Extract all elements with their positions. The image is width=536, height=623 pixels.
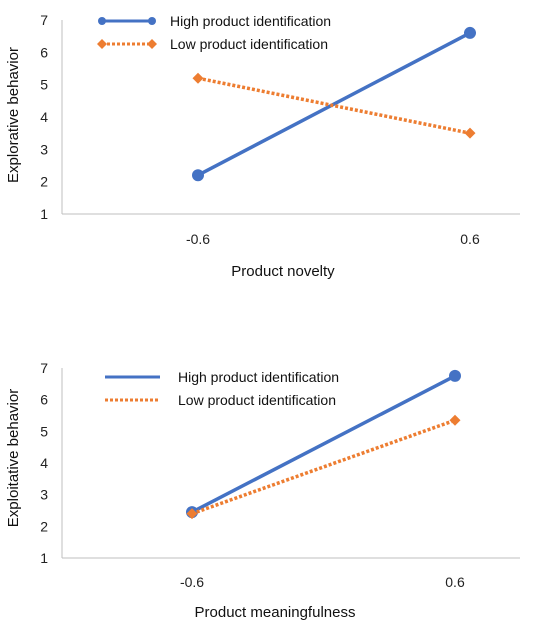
chart-1-y-axis-label: Explorative behavior [5,47,22,183]
chart-1-series-0-point-1 [464,26,476,39]
chart-1-y-tick-6: 7 [40,12,48,28]
chart-2-y-axis-label: Exploitative behavior [5,389,22,527]
chart-1-legend-low-marker-right [147,39,157,49]
chart-2-y-tick-2: 3 [40,487,48,503]
chart-2-series-1-point-1 [449,414,461,426]
chart-1-y-tick-2: 3 [40,141,48,157]
chart-1-series-0-line [197,31,471,177]
chart-2-y-tick-4: 5 [40,423,48,439]
chart-1-series-1-point-0 [192,72,204,84]
chart-2-x-axis-label: Product meaningfulness [195,604,356,621]
chart-1-y-tick-0: 1 [40,206,48,222]
chart-1-x-tick-0: -0.6 [186,231,210,247]
chart-2-legend-high-label: High product identification [178,369,339,385]
chart-2-legend-low-label: Low product identification [178,392,336,408]
chart-1-legend-high-marker-right [148,17,156,25]
chart-1-legend-high-marker-left [98,17,106,25]
chart-1-x-tick-1: 0.6 [460,231,480,247]
chart-1-y-tick-4: 5 [40,77,48,93]
chart-2-y-tick-1: 2 [40,518,48,534]
chart-1-y-tick-5: 6 [40,44,48,60]
chart-1-series-0-point-0 [192,169,204,182]
chart-2-y-tick-5: 6 [40,392,48,408]
chart-1-legend-high-label: High product identification [170,13,331,29]
chart-2-series-0-point-1 [449,369,461,382]
chart-1-series-1-line [197,76,471,135]
chart-1-series-1-point-1 [464,127,476,139]
chart-1-y-tick-1: 2 [40,174,48,190]
chart-2-y-tick-6: 7 [40,360,48,376]
chart-2-series-1-point-0 [186,508,198,520]
chart-2-x-tick-1: 0.6 [445,574,465,590]
chart-1: 1 2 3 4 5 6 7 -0.6 0.6 Product novelty Explora… [5,12,520,280]
chart-2-series-1-line [191,418,456,516]
chart-2-x-tick-0: -0.6 [180,574,204,590]
chart-2-y-tick-0: 1 [40,550,48,566]
chart-1-legend-low-label: Low product identification [170,36,328,52]
chart-2-y-tick-3: 4 [40,455,48,471]
chart-1-y-tick-3: 4 [40,109,48,125]
chart-2-series-0-line [191,374,456,514]
chart-1-x-axis-label: Product novelty [231,263,335,280]
chart-1-legend-low-marker-left [97,39,107,49]
